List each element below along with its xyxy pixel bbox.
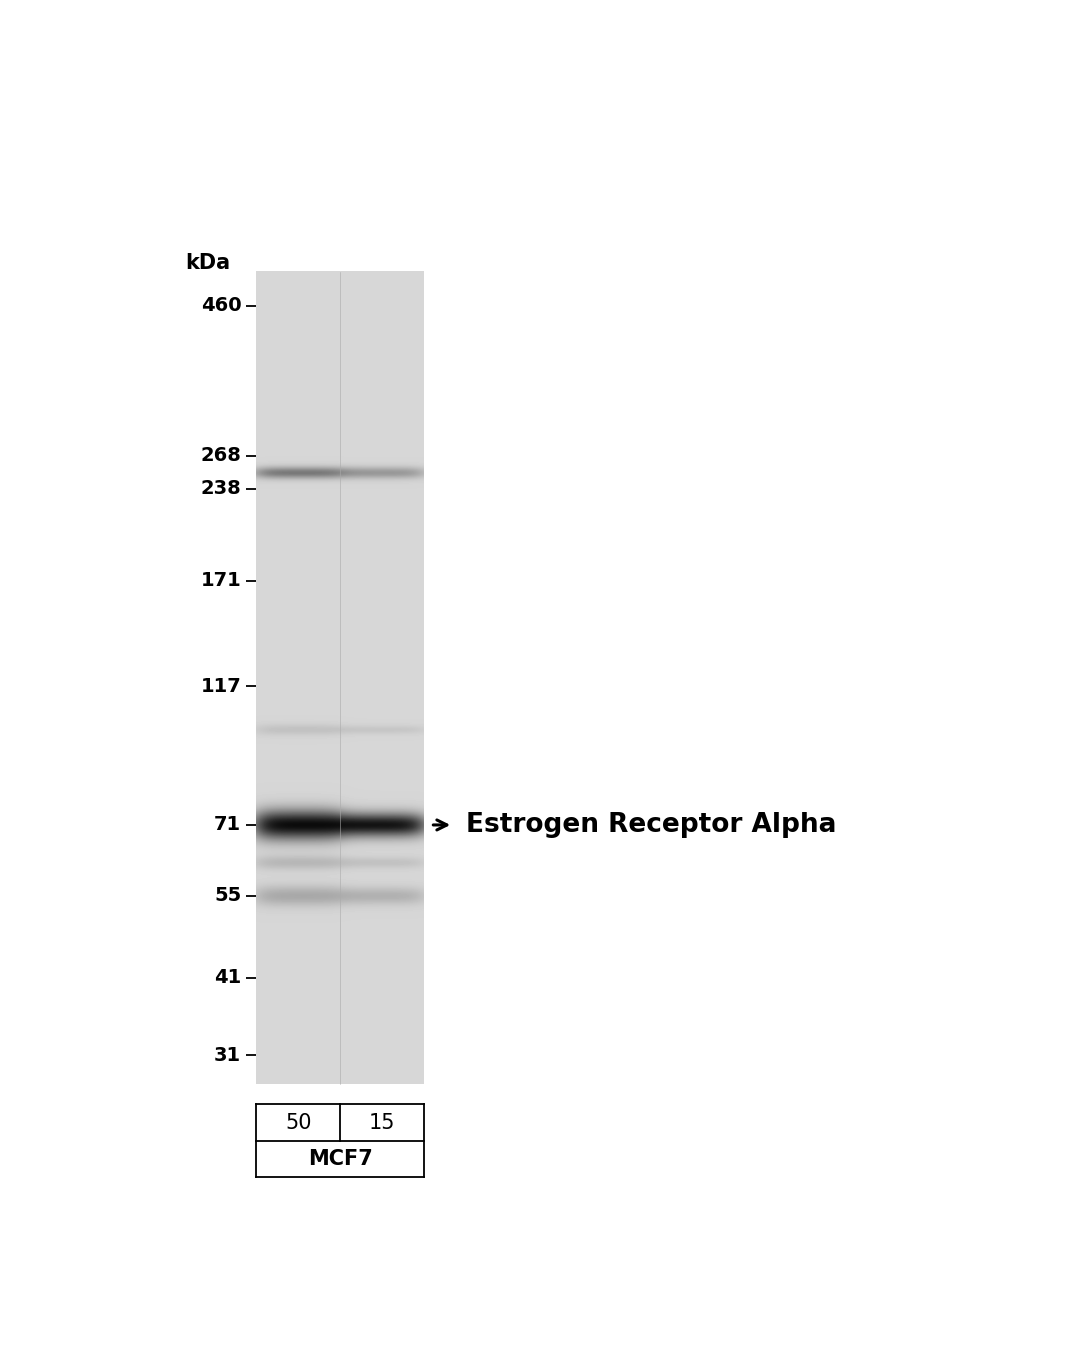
Text: 41: 41 xyxy=(214,968,241,987)
Text: 460: 460 xyxy=(201,296,241,315)
Text: MCF7: MCF7 xyxy=(308,1149,373,1169)
Text: 31: 31 xyxy=(214,1045,241,1065)
Text: 238: 238 xyxy=(201,479,241,499)
Text: 55: 55 xyxy=(214,887,241,906)
Text: 50: 50 xyxy=(285,1113,311,1133)
FancyBboxPatch shape xyxy=(256,272,423,1083)
Text: 268: 268 xyxy=(201,446,241,465)
Text: kDa: kDa xyxy=(186,253,230,273)
Text: Estrogen Receptor Alpha: Estrogen Receptor Alpha xyxy=(465,813,836,838)
Text: 71: 71 xyxy=(214,815,241,834)
Text: 171: 171 xyxy=(201,571,241,591)
Text: 15: 15 xyxy=(368,1113,395,1133)
Text: 117: 117 xyxy=(201,676,241,696)
